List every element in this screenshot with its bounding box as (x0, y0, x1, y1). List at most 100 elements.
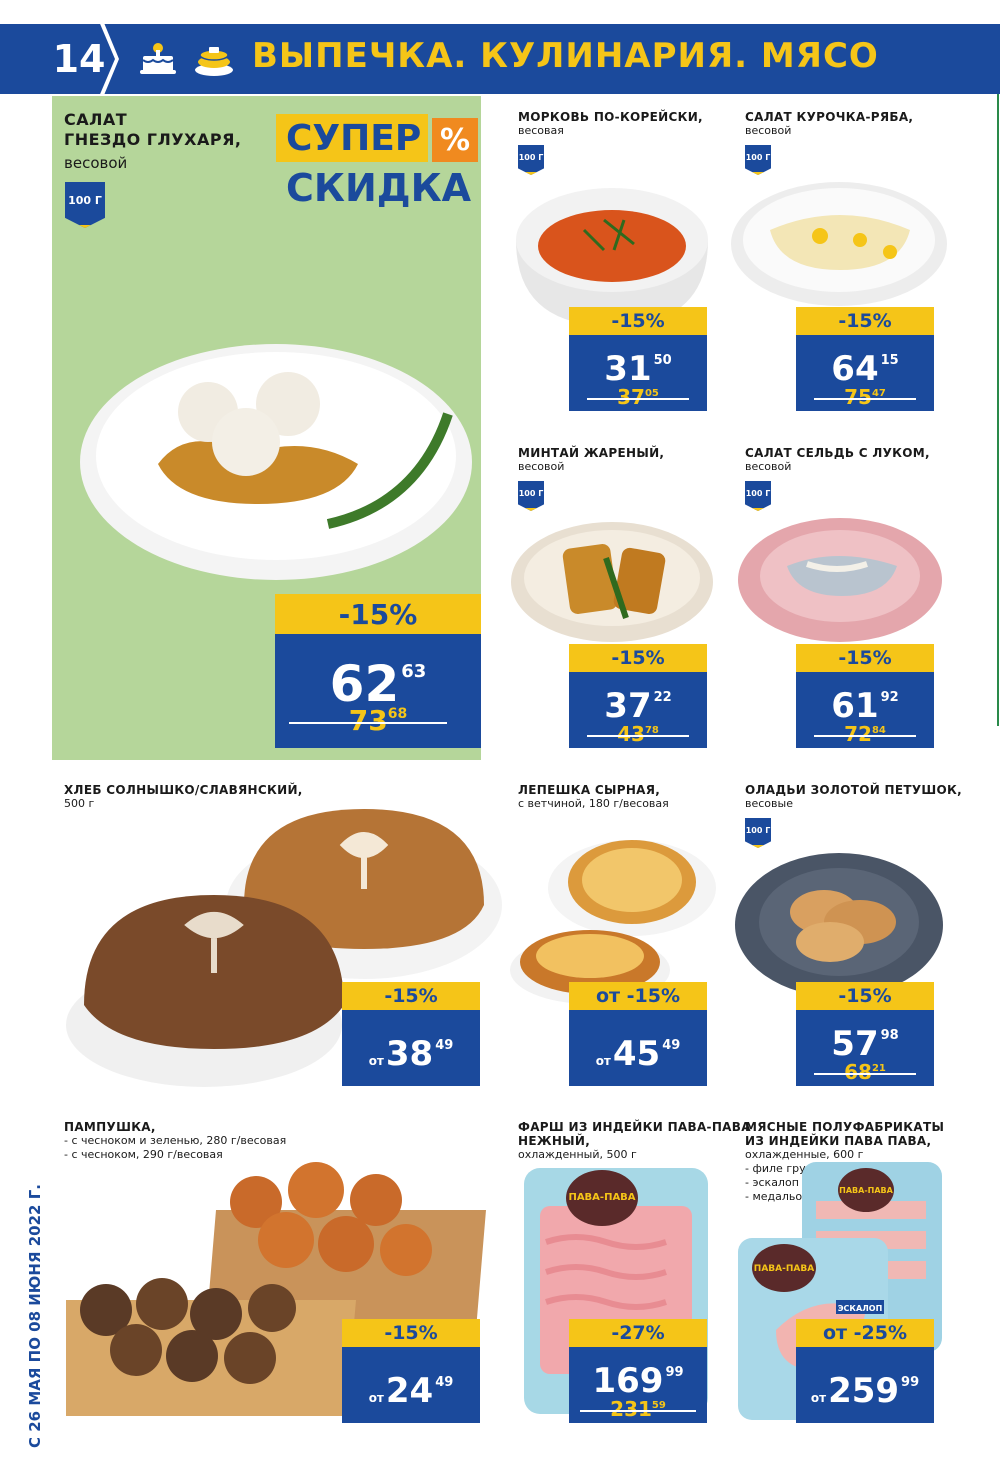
weight-badge: 100 Г (745, 481, 771, 511)
current-price: от45 49 (595, 1034, 681, 1074)
page-title: ВЫПЕЧКА. КУЛИНАРИЯ. МЯСО (252, 36, 879, 76)
old-price: 4378 (569, 722, 707, 746)
product-sub: - эскалоп (745, 1176, 799, 1189)
current-price: 64 15 (831, 349, 899, 389)
super-label: СУПЕР (276, 114, 428, 162)
price-tag: от -25% от259 99 (796, 1319, 934, 1423)
current-price: 57 98 (831, 1024, 899, 1064)
strikethrough (580, 1410, 696, 1413)
product-name: ОЛАДЬИ ЗОЛОТОЙ ПЕТУШОК, (745, 783, 962, 797)
old-price: 6821 (796, 1060, 934, 1084)
brand-label: ПАВА-ПАВА (754, 1264, 814, 1274)
validity-dates: С 26 МАЯ ПО 08 ИЮНЯ 2022 Г. (26, 1184, 44, 1448)
old-price: 7284 (796, 722, 934, 746)
fried-fish-image (511, 522, 713, 642)
strikethrough (587, 735, 689, 738)
discount-badge: -15% (796, 644, 934, 672)
current-price: 37 22 (604, 686, 672, 726)
chicken-salad-image (731, 182, 947, 306)
cake-icon (140, 43, 176, 74)
product-sub: весовые (745, 797, 793, 810)
product-sub: охлажденный, 500 г (518, 1148, 637, 1161)
discount-badge: -15% (569, 644, 707, 672)
product-sub: весовой (518, 460, 565, 473)
product-sub: 500 г (64, 797, 95, 810)
old-price: 7368 (275, 704, 481, 737)
package-label: ЭСКАЛОП (838, 1304, 883, 1313)
strikethrough (587, 398, 689, 401)
garlic-buns-image (66, 1162, 486, 1416)
strikethrough (814, 398, 916, 401)
old-price: 7547 (796, 385, 934, 409)
hero-card: САЛАТ ГНЕЗДО ГЛУХАРЯ, весовой 100 Г СУПЕ… (52, 96, 481, 760)
discount-badge: -15% (569, 307, 707, 335)
product-sub: весовая (518, 124, 564, 137)
super-discount-logo: СУПЕР % СКИДКА (276, 114, 484, 210)
carrot-salad-image (516, 188, 708, 326)
discount-badge: -15% (275, 594, 481, 634)
bread-image (66, 809, 502, 1087)
price-tag: -15% 57 98 6821 (796, 982, 934, 1086)
strikethrough (814, 1073, 916, 1076)
discount-badge: -15% (796, 307, 934, 335)
discount-badge: -15% (796, 982, 934, 1010)
cheese-flatbread-image (510, 840, 716, 1004)
price-tag: -15% 31 50 3705 (569, 307, 707, 411)
product-sub: с ветчиной, 180 г/весовая (518, 797, 669, 810)
current-price: 31 50 (604, 349, 672, 389)
product-name: САЛАТ КУРОЧКА-РЯБА, (745, 110, 914, 124)
herring-salad-image (738, 518, 942, 642)
pancakes-image (735, 853, 943, 997)
price-tag: -15% 64 15 7547 (796, 307, 934, 411)
product-sub: весовой (745, 124, 792, 137)
price-tag: от -15% от45 49 (569, 982, 707, 1086)
strikethrough (814, 735, 916, 738)
price-tag: -15% 37 22 4378 (569, 644, 707, 748)
current-price: 62 63 (329, 655, 427, 713)
discount-badge: -15% (342, 1319, 480, 1347)
current-price: 61 92 (831, 686, 899, 726)
product-name: ЛЕПЕШКА СЫРНАЯ, (518, 783, 661, 797)
old-price: 23159 (569, 1397, 707, 1421)
product-name: МОРКОВЬ ПО-КОРЕЙСКИ, (518, 110, 703, 124)
brand-label: ПАВА-ПАВА (568, 1192, 635, 1203)
column-divider (997, 94, 999, 726)
hero-product-name: САЛАТ ГНЕЗДО ГЛУХАРЯ, (64, 110, 242, 149)
salad-plate-image (80, 344, 472, 580)
product-name: САЛАТ СЕЛЬДЬ С ЛУКОМ, (745, 446, 930, 460)
price-tag: -15% от24 49 (342, 1319, 480, 1423)
old-price: 3705 (569, 385, 707, 409)
product-sub: весовой (745, 460, 792, 473)
current-price: от259 99 (810, 1371, 920, 1411)
weight-badge: 100 Г (518, 145, 544, 175)
hero-price-tag: -15% 62 63 7368 (275, 594, 481, 748)
discount-label: СКИДКА (286, 166, 472, 210)
product-name: ХЛЕБ СОЛНЫШКО/СЛАВЯНСКИЙ, (64, 783, 303, 797)
page-header: 14 ВЫПЕЧКА. КУЛИНАРИЯ. МЯСО (0, 24, 1000, 94)
page-number: 14 (53, 24, 115, 94)
product-name: МЯСНЫЕ ПОЛУФАБРИКАТЫ ИЗ ИНДЕЙКИ ПАВА ПАВ… (745, 1120, 945, 1148)
price-tag: -15% 61 92 7284 (796, 644, 934, 748)
weight-badge: 100 Г (518, 481, 544, 511)
product-sub: - с чесноком и зеленью, 280 г/весовая (64, 1134, 287, 1147)
product-sub: - с чесноком, 290 г/весовая (64, 1148, 223, 1161)
percent-icon: % (432, 118, 478, 162)
pancake-icon (195, 47, 233, 76)
discount-badge: от -15% (569, 982, 707, 1010)
discount-badge: -27% (569, 1319, 707, 1347)
product-name: ФАРШ ИЗ ИНДЕЙКИ ПАВА-ПАВА НЕЖНЫЙ, (518, 1120, 751, 1148)
product-sub: - медальоны (745, 1190, 818, 1203)
current-price: 169 99 (592, 1361, 684, 1401)
weight-badge: 100 Г (65, 182, 105, 228)
discount-badge: от -25% (796, 1319, 934, 1347)
brand-label: ПАВА-ПАВА (839, 1186, 893, 1195)
price-tag: -15% от38 49 (342, 982, 480, 1086)
product-name: МИНТАЙ ЖАРЕНЫЙ, (518, 446, 665, 460)
current-price: от24 49 (368, 1371, 454, 1411)
strikethrough (288, 722, 448, 725)
current-price: от38 49 (368, 1034, 454, 1074)
price-tag: -27% 169 99 23159 (569, 1319, 707, 1423)
discount-badge: -15% (342, 982, 480, 1010)
product-sub: охлажденные, 600 г (745, 1148, 864, 1161)
hero-product-sub: весовой (64, 154, 128, 172)
